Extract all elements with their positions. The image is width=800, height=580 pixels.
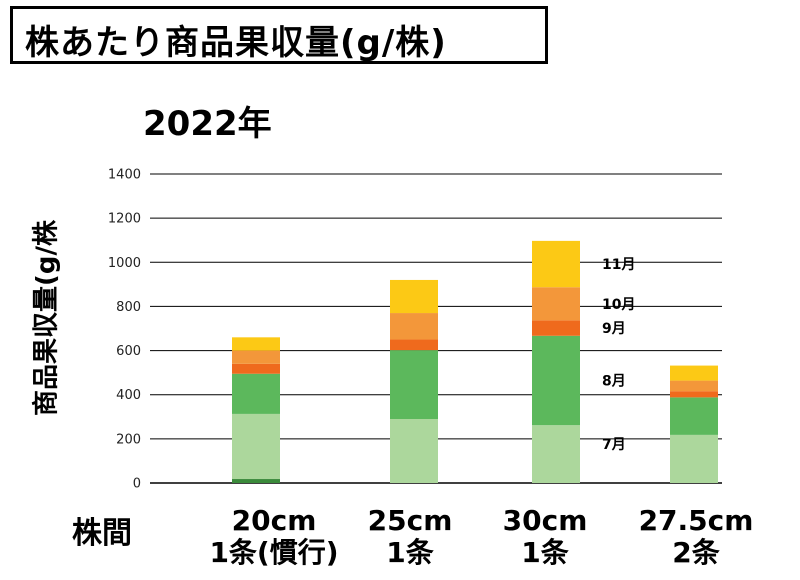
bar-segment-m10-cat3 xyxy=(670,380,718,392)
bar-segment-m10-cat2 xyxy=(532,287,580,321)
bar-segment-m10-cat1 xyxy=(390,313,438,340)
category-label-1-line1: 25cm xyxy=(367,504,453,537)
bar-segment-m8-cat2 xyxy=(532,335,580,426)
y-tick-label-800: 800 xyxy=(116,300,141,315)
bar-segment-m7-cat1 xyxy=(390,418,438,483)
series-label-m7: 7月 xyxy=(602,437,626,453)
y-tick-label-400: 400 xyxy=(116,388,141,403)
y-tick-label-600: 600 xyxy=(116,344,141,359)
category-label-0-line2: 1条(慣行) xyxy=(209,536,339,569)
bar-segment-m6-cat0 xyxy=(232,479,280,483)
bar-segment-m8-cat0 xyxy=(232,373,280,414)
bar-segment-m7-cat2 xyxy=(532,425,580,483)
bar-segment-m10-cat0 xyxy=(232,350,280,364)
bar-segment-m7-cat0 xyxy=(232,413,280,480)
category-label-1-line2: 1条 xyxy=(386,536,434,569)
bar-segment-m11-cat0 xyxy=(232,337,280,351)
category-label-2: 30cm 1条 xyxy=(460,505,630,569)
category-label-2-line2: 1条 xyxy=(521,536,569,569)
y-tick-label-1400: 1400 xyxy=(108,168,141,183)
category-label-0: 20cm 1条(慣行) xyxy=(189,505,359,569)
x-axis-label: 株間 xyxy=(72,516,132,551)
series-label-m11: 11月 xyxy=(602,257,635,273)
series-label-m10: 10月 xyxy=(602,297,635,313)
category-label-1: 25cm 1条 xyxy=(325,505,495,569)
bar-segment-m9-cat3 xyxy=(670,391,718,398)
series-label-m9: 9月 xyxy=(602,321,626,337)
y-tick-label-200: 200 xyxy=(116,432,141,447)
chart-title-box: 株あたり商品果収量(g/株) xyxy=(10,6,548,64)
bar-segment-m8-cat3 xyxy=(670,397,718,435)
bar-segment-m11-cat2 xyxy=(532,240,580,288)
chart-subtitle-year: 2022年 xyxy=(143,104,272,144)
bar-segment-m11-cat1 xyxy=(390,279,438,314)
bar-segment-m9-cat1 xyxy=(390,339,438,351)
y-tick-label-0: 0 xyxy=(133,477,141,492)
category-label-3: 27.5cm 2条 xyxy=(611,505,781,569)
bar-segment-m7-cat3 xyxy=(670,434,718,483)
bar-segment-m9-cat2 xyxy=(532,320,580,336)
chart-title: 株あたり商品果収量(g/株) xyxy=(25,23,447,63)
bar-segment-m9-cat0 xyxy=(232,363,280,374)
bar-segment-m8-cat1 xyxy=(390,350,438,419)
category-label-2-line1: 30cm xyxy=(502,504,588,537)
category-label-3-line2: 2条 xyxy=(672,536,720,569)
category-label-0-line1: 20cm xyxy=(231,504,317,537)
bar-segment-m11-cat3 xyxy=(670,365,718,381)
y-tick-label-1200: 1200 xyxy=(108,212,141,227)
y-tick-label-1000: 1000 xyxy=(108,256,141,271)
series-label-m8: 8月 xyxy=(602,373,626,389)
category-label-3-line1: 27.5cm xyxy=(638,504,754,537)
